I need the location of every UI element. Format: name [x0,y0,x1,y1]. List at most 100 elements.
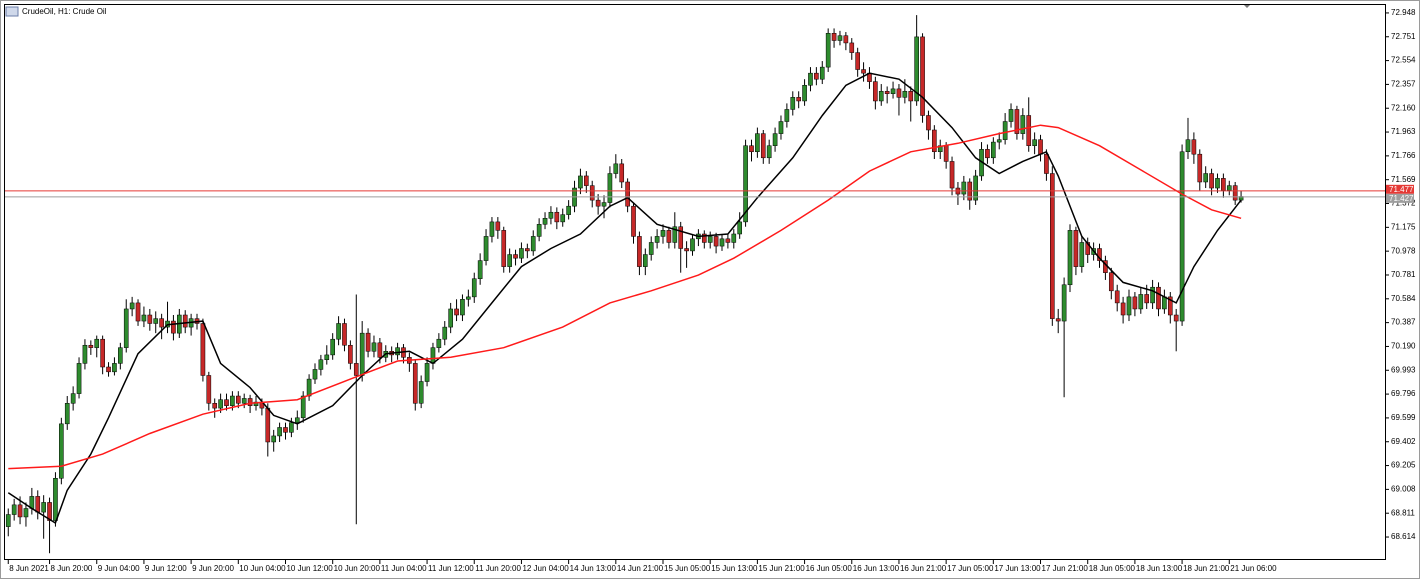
candle-body [153,318,159,324]
candle-body [648,242,654,255]
candle-body [141,314,147,322]
candle-body [123,308,129,348]
candle-body [566,205,571,215]
candle-body [230,395,235,406]
candle-body [235,395,241,404]
candle-body [88,344,94,348]
candle-body [825,33,831,68]
candle-body [932,129,937,153]
candle-body [1156,286,1161,310]
y-tick-label: 71.963 [1391,127,1416,136]
candle-body [684,248,689,252]
plot-frame [4,4,1386,560]
candle-body [330,338,335,356]
price-label-box [1386,184,1414,194]
candle-body [678,226,684,249]
candle-body [1120,302,1126,316]
candle-body [1185,139,1191,153]
candle-body [1191,139,1197,155]
candle-body [1108,272,1114,292]
candle-body [1197,153,1203,183]
x-tick-label: 11 Jun 20:00 [475,564,521,573]
x-tick-label: 16 Jun 21:00 [900,564,947,573]
candle-body [318,359,324,370]
candle-body [814,72,819,80]
x-tick-label: 14 Jun 13:00 [570,564,617,573]
candle-body [601,202,607,207]
candle-body [460,299,465,316]
candle-body [206,375,212,404]
symbol-icon [5,6,19,17]
candle-body [294,417,300,423]
candle-body [530,236,536,252]
y-tick-label: 71.372 [1391,199,1416,208]
candle-body [359,332,365,376]
candle-body [943,145,949,162]
candle-body [690,238,695,252]
candle-body [642,254,648,267]
candle-body [849,42,855,53]
candle-body [17,504,23,518]
candle-body [920,36,925,116]
candle-body [796,97,801,102]
candle-body [1138,294,1144,310]
y-tick-label: 70.978 [1391,246,1416,255]
candle-body [353,363,359,376]
x-tick-label: 11 Jun 12:00 [428,564,474,573]
candle-body [513,254,518,259]
candle-body [713,236,719,247]
candle-body [1203,173,1208,183]
candle-body [914,36,919,102]
candle-body [23,508,29,518]
candle-body [454,308,459,316]
candle-body [271,435,277,443]
candle-body [613,163,619,174]
candle-body [489,221,495,237]
candle-body [937,145,943,153]
x-tick-label: 10 Jun 12:00 [286,564,333,573]
candle-body [1026,115,1032,146]
candle-body [878,91,884,102]
y-tick-label: 72.554 [1391,56,1416,65]
shift-marker [1244,5,1250,8]
y-tick-label: 69.205 [1391,461,1416,470]
candle-body [619,163,625,183]
candle-body [1114,290,1120,304]
candle-body [1221,178,1226,191]
x-tick-label: 18 Jun 13:00 [1136,564,1183,573]
candle-body [855,52,860,70]
candle-body [973,175,978,201]
candle-body [536,224,542,237]
candle-body [300,395,306,419]
candle-body [584,175,589,186]
candle-body [554,211,560,223]
candle-body [477,260,483,279]
candle-body [760,133,766,159]
y-tick-label: 68.614 [1391,532,1416,541]
candle-body [873,81,878,102]
candle-body [884,91,890,94]
candle-body [1044,153,1049,174]
candle-body [784,109,790,122]
x-tick-label: 15 Jun 21:00 [758,564,805,573]
x-tick-label: 21 Jun 06:00 [1230,564,1277,573]
candle-body [778,121,784,134]
candle-body [1008,109,1014,122]
x-tick-label: 15 Jun 05:00 [664,564,711,573]
price-label: 71.477 [1389,185,1414,194]
candle-body [418,381,424,404]
candle-body [1032,139,1037,146]
candle-body [1144,294,1150,304]
x-tick-label: 16 Jun 13:00 [853,564,900,573]
candle-body [1067,230,1073,286]
y-tick-label: 71.766 [1391,151,1416,160]
candle-body [106,366,111,373]
candle-body [1073,230,1079,267]
candle-body [1226,185,1232,191]
x-tick-label: 17 Jun 13:00 [994,564,1041,573]
candle-body [725,238,731,243]
y-tick-label: 69.008 [1391,484,1416,493]
candle-body [631,205,636,237]
candle-body [47,502,52,521]
